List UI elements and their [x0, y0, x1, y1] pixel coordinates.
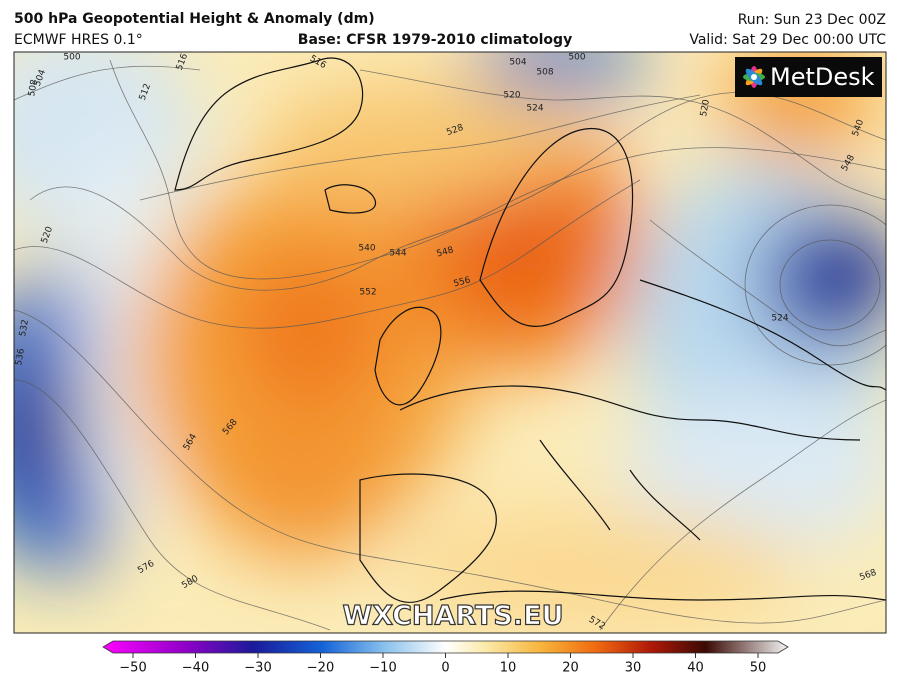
colorbar-tick-label: 10: [500, 661, 517, 676]
colorbar-tick-label: 50: [750, 661, 767, 676]
map-frame: [13, 51, 887, 634]
contour-label: 504: [509, 58, 526, 68]
contour-label: 544: [389, 249, 406, 259]
contour-label: 548: [436, 245, 455, 259]
colorbar-gradient: [102, 640, 789, 654]
colorbar: −50 −40 −30 −20 −10 0 10 20 30 40 50: [102, 640, 789, 676]
contour-label: 536: [14, 347, 27, 366]
colorbar-tick-label: 20: [562, 661, 579, 676]
colorbar-tick-label: 0: [441, 661, 449, 676]
title: 500 hPa Geopotential Height & Anomaly (d…: [14, 11, 375, 27]
contour-label: 500: [568, 53, 585, 63]
run: Run: Sun 23 Dec 00Z: [738, 12, 886, 28]
colorbar-tick-label: −10: [369, 661, 396, 676]
logo: MetDesk: [735, 57, 882, 97]
valid: Valid: Sat 29 Dec 00:00 UTC: [689, 32, 886, 48]
contour-label: 524: [771, 314, 788, 324]
contour-label: 552: [359, 288, 376, 298]
watermark: WXCHARTS.EU: [342, 601, 563, 632]
colorbar-tick-label: −20: [307, 661, 334, 676]
contour-label: 524: [526, 104, 543, 114]
colorbar-tick-label: −40: [182, 661, 209, 676]
logo-text: MetDesk: [770, 63, 875, 91]
contour-label: 520: [503, 91, 520, 101]
model: ECMWF HRES 0.1°: [14, 32, 143, 48]
contour-label: 508: [27, 78, 40, 97]
logo-icon: [743, 66, 765, 88]
contour-label: 520: [699, 98, 712, 117]
colorbar-tick-label: −50: [119, 661, 146, 676]
contour-label: 540: [358, 244, 375, 254]
colorbar-tick-label: −30: [244, 661, 271, 676]
base: Base: CFSR 1979-2010 climatology: [298, 32, 572, 48]
coastlines: [174, 57, 886, 603]
contour-label: 556: [453, 275, 472, 289]
colorbar-tick-label: 40: [687, 661, 704, 676]
colorbar-tick-label: 30: [625, 661, 642, 676]
contour-label: 532: [18, 319, 31, 338]
contours: [14, 59, 886, 631]
contour-label: 500: [63, 53, 80, 63]
contour-label: 508: [536, 68, 553, 78]
